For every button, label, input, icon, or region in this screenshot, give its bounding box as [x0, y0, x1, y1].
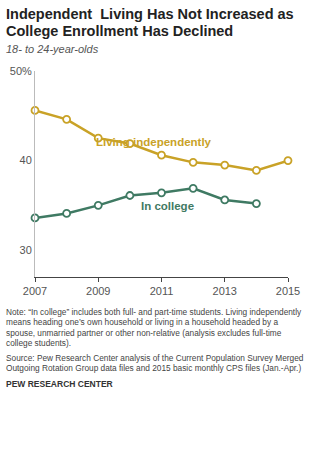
svg-text:40: 40 — [20, 154, 32, 166]
svg-text:50%: 50% — [10, 65, 32, 77]
svg-text:Living independently: Living independently — [96, 136, 212, 148]
svg-text:2007: 2007 — [23, 285, 47, 297]
html-text:Independent Living Has Not Inc: Independent Living Has Not Increased as … — [6, 6, 298, 39]
svg-text:2009: 2009 — [86, 285, 110, 297]
svg-text:2015: 2015 — [276, 285, 300, 297]
svg-text:In college: In college — [141, 200, 194, 212]
svg-text:2013: 2013 — [213, 285, 237, 297]
svg-text:30: 30 — [20, 244, 32, 256]
svg-text:2011: 2011 — [150, 285, 174, 297]
html-text:Note: “In college” includes bo: Note: “In college” includes both full- a… — [6, 307, 302, 349]
html-text:PEW RESEARCH CENTER: PEW RESEARCH CENTER — [6, 379, 113, 390]
html-text:Source: Pew Research Center an: Source: Pew Research Center analysis of … — [6, 352, 304, 373]
html-text:18- to 24-year-olds: 18- to 24-year-olds — [6, 43, 99, 55]
